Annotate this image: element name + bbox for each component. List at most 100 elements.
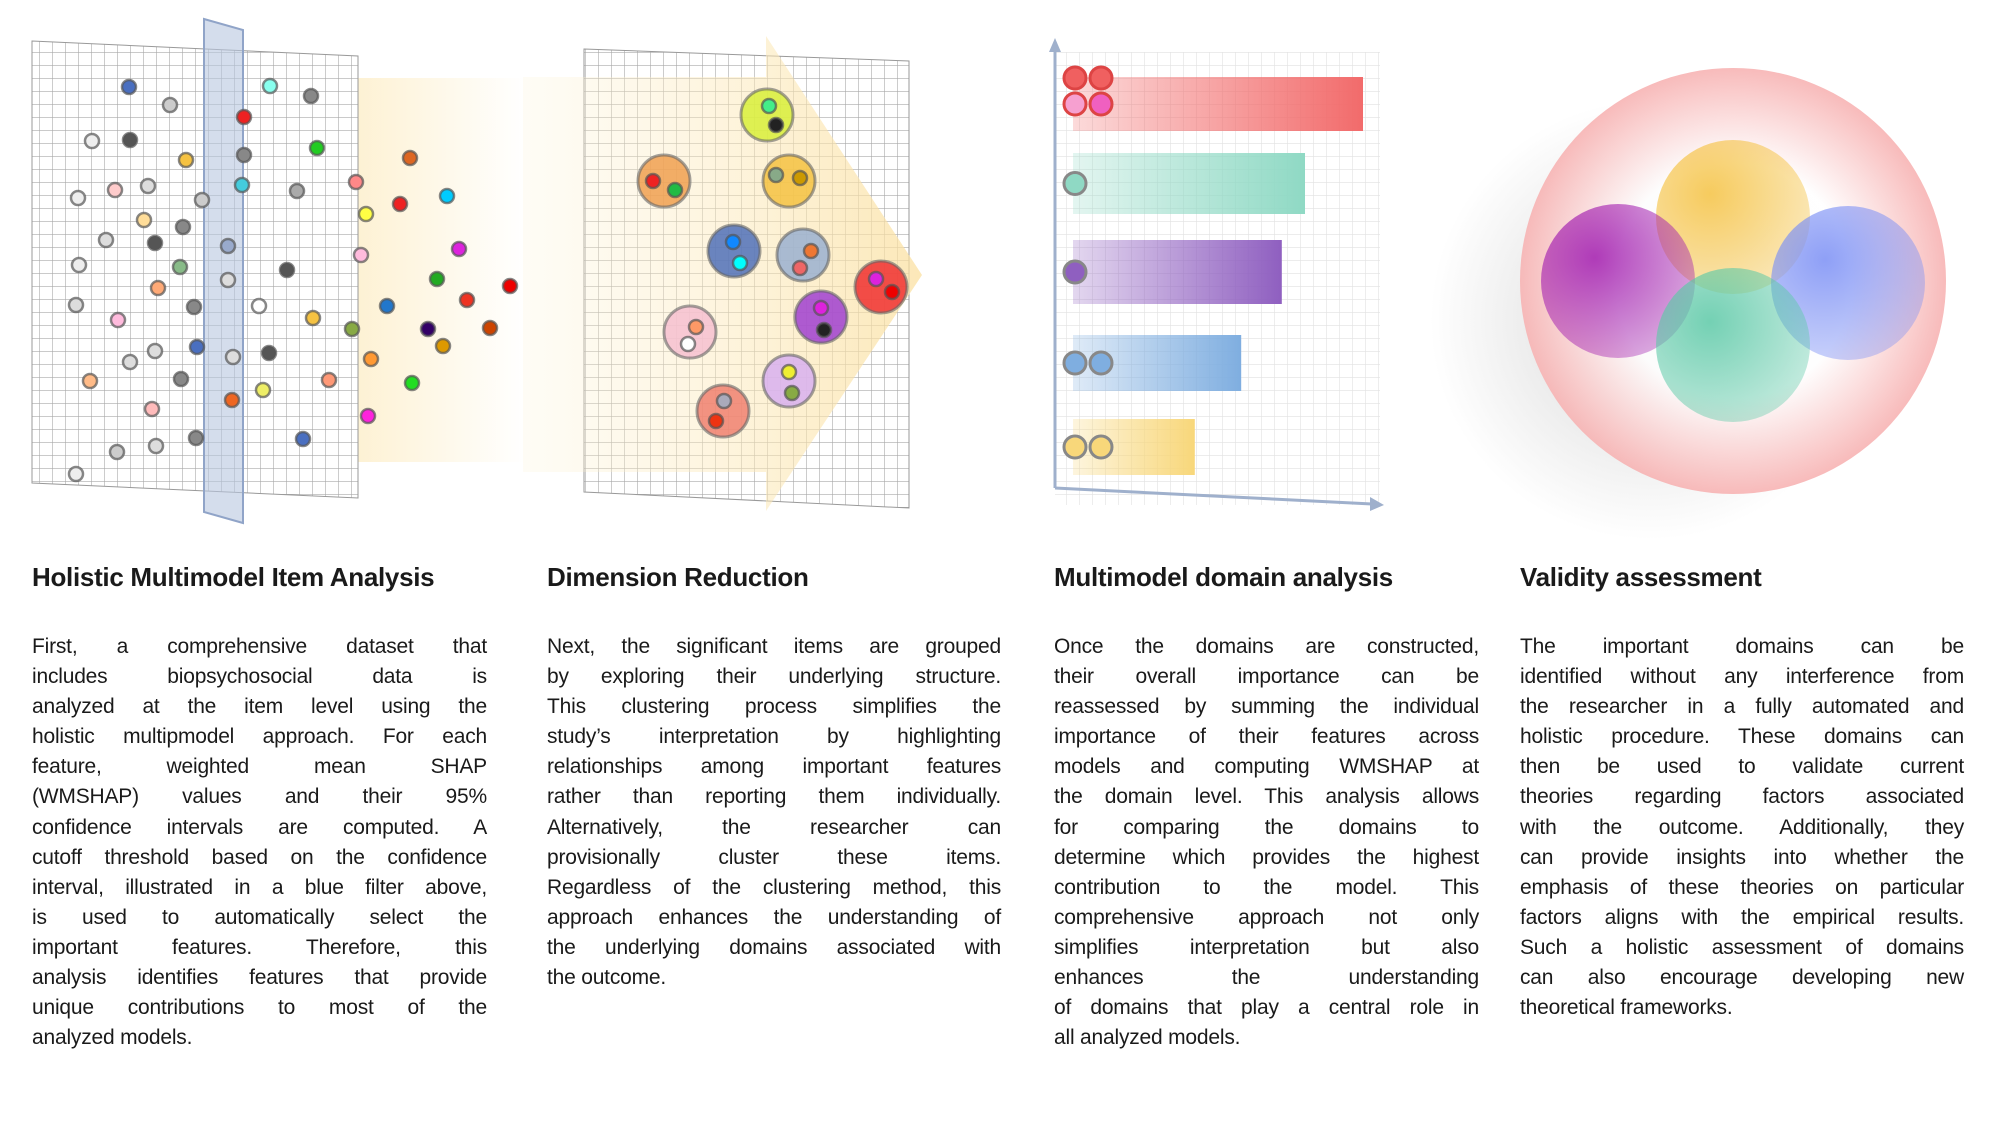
feature-dot [481,319,499,337]
yellow-fade [358,78,525,462]
feature-dot [767,166,785,184]
description-line: First, a comprehensive dataset that [32,635,487,658]
feature-dot [147,437,165,455]
feature-dot [791,259,809,277]
cluster-circle [761,353,817,409]
panel-dimension-reduction: Dimension Reduction Next, the significan… [547,560,1001,993]
feature-dot [802,242,820,260]
description-line: holistic procedure. These domains can [1520,725,1964,749]
description-line: comprehensive approach not only [1054,905,1479,929]
feature-dot [343,320,361,338]
feature-dot [219,237,237,255]
feature-dot [815,321,833,339]
feature-dot [193,191,211,209]
feature-dot [707,412,725,430]
feature-dot [391,195,409,213]
description-line: analyzed models. [32,1026,193,1050]
feature-dot [172,370,190,388]
cluster [662,304,718,360]
feature-dot [224,348,242,366]
feature-dot [185,298,203,316]
description-line: by exploring their underlying structure. [547,665,1001,689]
feature-dot [352,246,370,264]
feature-dot [106,181,124,199]
feature-dot [146,342,164,360]
domain-bars [1062,65,1363,475]
panel-domain-analysis: Multimodel domain analysis Once the doma… [1054,560,1479,1053]
feature-dot [149,279,167,297]
feature-dot [288,182,306,200]
cluster-circle [853,259,909,315]
cluster-circle [775,227,831,283]
feature-dot [187,429,205,447]
feature-dot [235,146,253,164]
feature-dot [260,344,278,362]
feature-dot [219,271,237,289]
feature-dot [644,172,662,190]
description-line: includes biopsychosocial data is [32,665,487,689]
description-line: approach enhances the understanding of [547,905,1001,929]
feature-dot [174,218,192,236]
description-line: determine which provides the highest [1054,845,1479,869]
feature-dot [302,87,320,105]
feature-dot [1062,65,1088,91]
feature-dot [883,283,901,301]
feature-dot [357,205,375,223]
domain-analysis-illustration [1049,38,1384,511]
description-line: study’s interpretation by highlighting [547,725,1001,749]
feature-dot [783,384,801,402]
cluster [636,153,692,209]
description-line: Such a holistic assessment of domains [1520,935,1964,959]
description-line: models and computing WMSHAP at [1054,755,1479,779]
feature-dot [143,400,161,418]
description-line: important features. Therefore, this [32,935,487,959]
feature-dot [347,173,365,191]
feature-grid [31,40,359,499]
description-line: relationships among important features [547,755,1001,779]
description-line: the underlying domains associated with [547,935,1001,959]
feature-dot [69,189,87,207]
panel-title: Dimension Reduction [547,562,809,592]
feature-dot [403,374,421,392]
panel-description: The important domains can be identified w… [1520,632,1964,1023]
feature-dot [83,132,101,150]
description-line: The important domains can be [1520,635,1964,658]
feature-dot [233,176,251,194]
feature-dot [666,181,684,199]
panel-title: Multimodel domain analysis [1054,562,1393,592]
panel-description: Next, the significant items are grouped b… [547,632,1001,993]
feature-dot [359,407,377,425]
feature-dot [428,270,446,288]
domain-bar [1073,153,1305,214]
feature-dot [1088,434,1114,460]
description-line: the domain level. This analysis allows [1054,785,1479,809]
feature-dot [261,77,279,95]
cluster-circle [695,383,751,439]
feature-dot [434,337,452,355]
feature-dot [791,169,809,187]
feature-dot [109,311,127,329]
description-line: of domains that play a central role in [1054,996,1479,1020]
description-line: analysis identifies features that provid… [32,966,487,990]
feature-dots [67,77,519,483]
feature-dot [1088,65,1114,91]
feature-dot [121,353,139,371]
feature-dot [81,372,99,390]
cluster [739,87,795,143]
domain-circle [1771,206,1925,360]
feature-dot [177,151,195,169]
domain-bar [1073,240,1282,304]
feature-dot [67,465,85,483]
cluster [706,223,762,279]
description-line: simplifies interpretation but also [1054,935,1479,959]
description-line: (WMSHAP) values and their 95% [32,785,487,809]
description-line: for comparing the domains to [1054,815,1479,839]
description-line: Regardless of the clustering method, thi… [547,875,1001,899]
cluster [793,289,849,345]
description-line: their overall importance can be [1054,665,1479,689]
feature-dot [304,309,322,327]
domain-circle [1656,268,1810,422]
cluster [853,259,909,315]
feature-clusters [636,87,909,439]
panel-title: Holistic Multimodel Item Analysis [32,562,435,592]
